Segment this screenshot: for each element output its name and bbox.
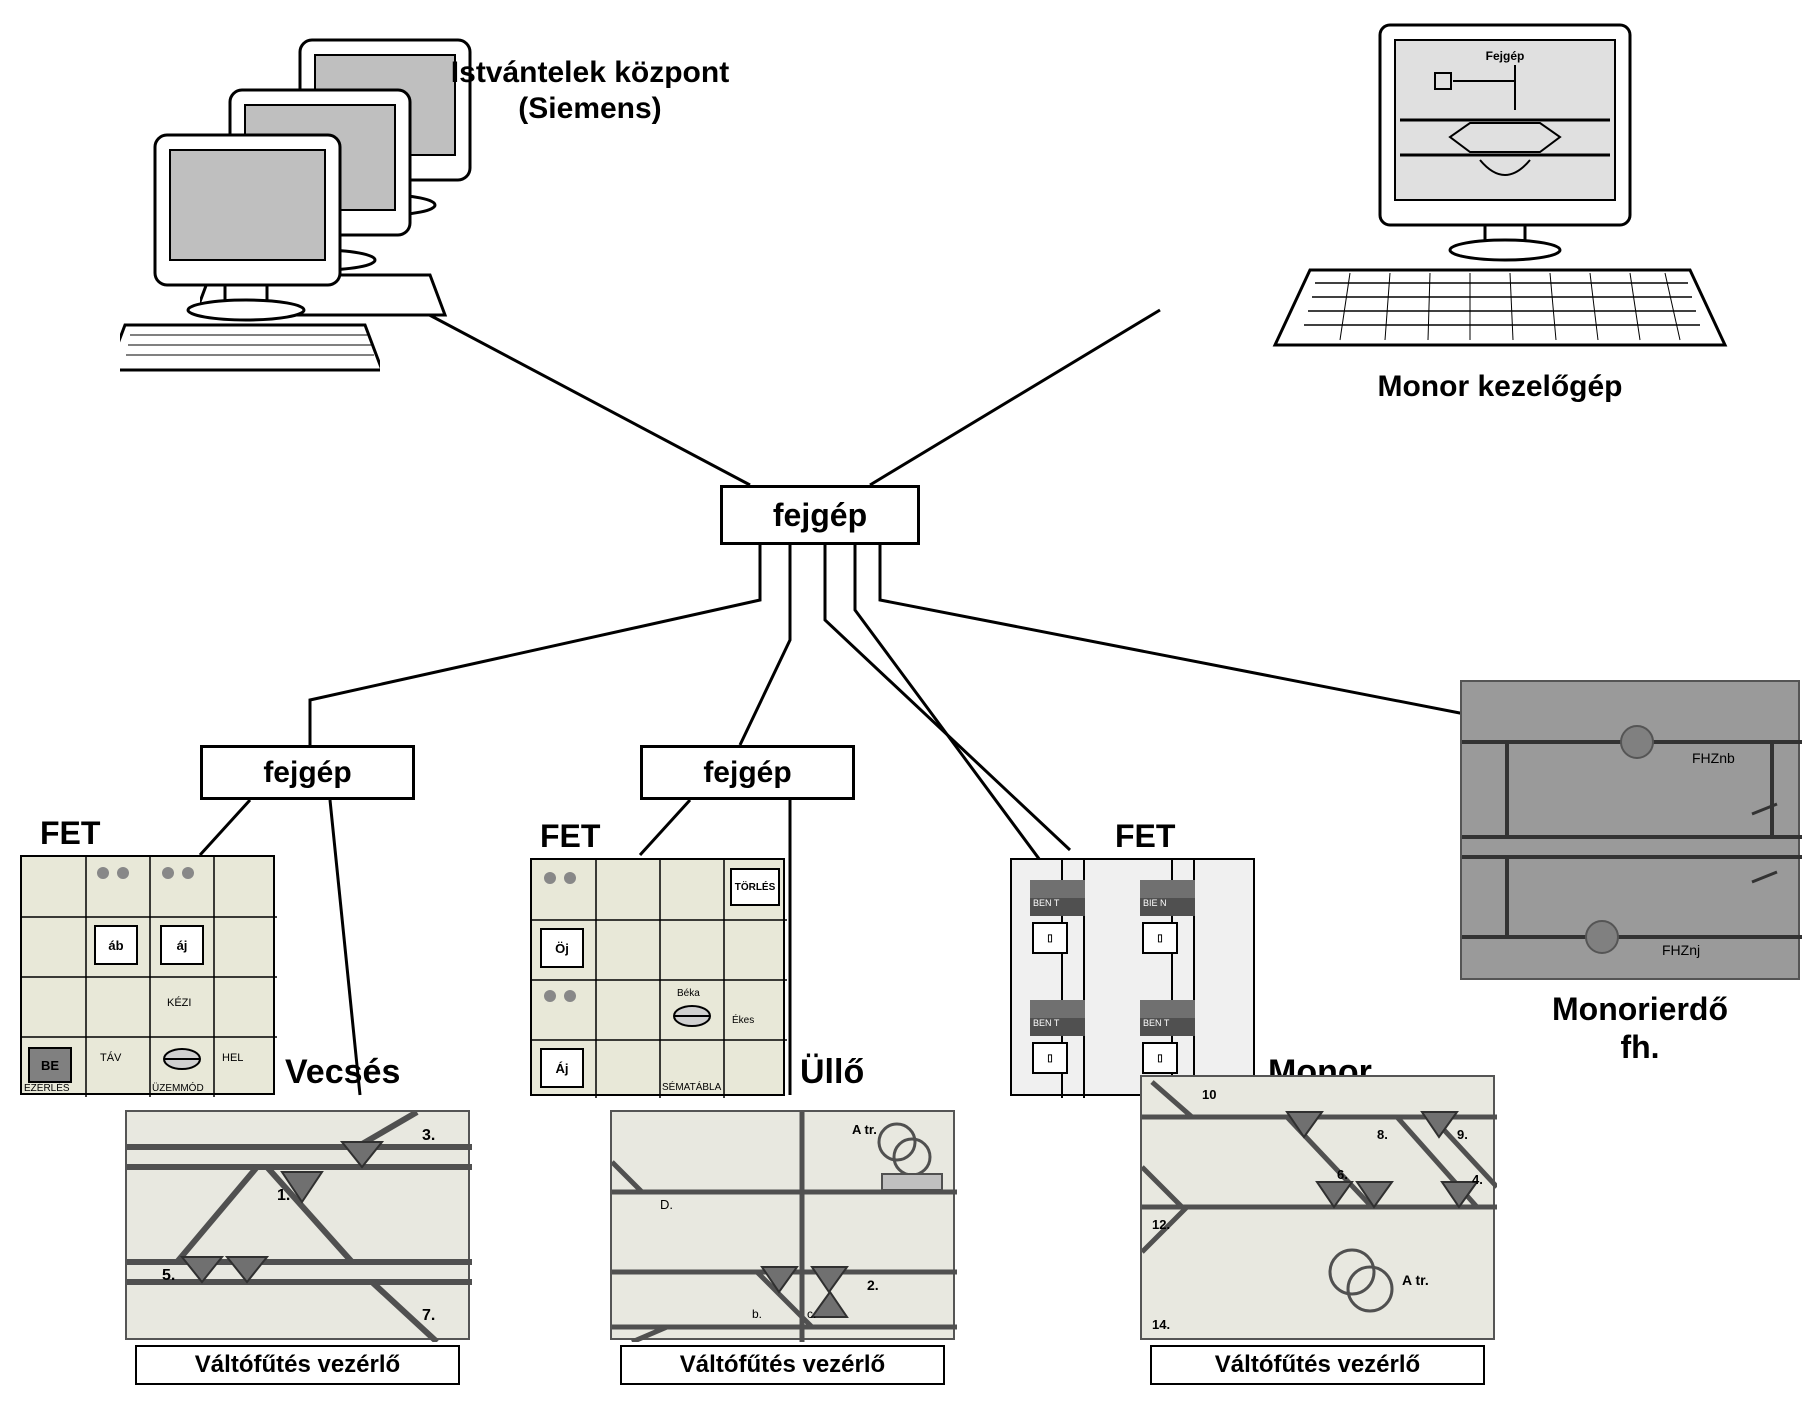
istvantelek-title-l1: Istvántelek központ [400,55,780,91]
fet-label-1: FET [40,815,100,852]
sub-left-fejgep-box: fejgép [200,745,415,800]
fet1-btn-ab[interactable]: áb [94,925,138,965]
t2-nD: D. [660,1197,673,1212]
fet1-lbl-hel: HEL [222,1052,243,1064]
fet2-btn-aj[interactable]: Áj [540,1048,584,1088]
monorierdo-lbl-top: FHZnb [1692,750,1735,766]
fet1-lbl-tav: TÁV [100,1052,121,1064]
fet2-btn-torles[interactable]: TÖRLÉS [730,868,780,906]
track-caption-ullo: Váltófűtés vezérlő [620,1345,945,1385]
fet3-btn-2[interactable]: ▯ [1142,922,1178,954]
istvantelek-title: Istvántelek központ (Siemens) [400,55,780,127]
fet-panel-ullo: TÖRLÉS Öj Béka Ékes Áj SÉMATÁBLA [530,858,785,1096]
t1-n1: 1. [277,1187,290,1205]
t3-n8: 8. [1377,1127,1388,1142]
fet1-btn-aj[interactable]: áj [160,925,204,965]
istvantelek-title-l2: (Siemens) [400,91,780,127]
t3-n10: 10 [1202,1087,1216,1102]
fet2-lbl-ekes: Ékes [732,1015,754,1026]
t3-n4: 4. [1472,1172,1483,1187]
fet1-btn-be[interactable]: BE [28,1047,72,1083]
fet-panel-vecses: áb áj KÉZI TÁV HEL BE EZÉRLÉS ÜZEMMÓD [20,855,275,1095]
t1-n5: 5. [162,1267,175,1285]
fet-panel-monor: BEN T BIE N ▯ ▯ BEN T BEN T ▯ ▯ [1010,858,1255,1096]
fet3-btn-4[interactable]: ▯ [1142,1042,1178,1074]
fet-label-3: FET [1115,818,1175,855]
fet2-lbl-beka: Béka [677,988,700,999]
t3-n14: 14. [1152,1317,1170,1332]
station-ullo: Üllő [800,1053,864,1092]
t2-nB: b. [752,1307,762,1321]
t2-n2: 2. [867,1277,879,1293]
fet1-lbl-ezerles: EZÉRLÉS [24,1083,70,1094]
fet-label-2: FET [540,818,600,855]
t1-n3: 3. [422,1127,435,1145]
sub-left-fejgep-label: fejgép [263,756,351,790]
station-vecses: Vecsés [285,1053,400,1092]
t2-nA: A tr. [852,1122,877,1137]
t1-n7: 7. [422,1307,435,1325]
t2-nC: c. [807,1307,816,1321]
fet2-lbl-sematabla: SÉMATÁBLA [662,1082,721,1093]
hub-fejgep-box: fejgép [720,485,920,545]
station-monorierdo: Monorierdő fh. [1500,990,1780,1066]
monor-terminal-title: Monor kezelőgép [1310,370,1690,404]
svg-text:Fejgép: Fejgép [1486,49,1525,63]
fet1-lbl-uzemmod: ÜZEMMÓD [152,1083,204,1094]
monor-terminal: Fejgép [1270,15,1730,355]
track-panel-monor: 10 8. 9. 6. 4. 12. 14. A tr. [1140,1075,1495,1340]
track-panel-ullo: A tr. D. 2. b. c. [610,1110,955,1340]
monorierdo-lbl-bot: FHZnj [1662,942,1700,958]
sub-mid-fejgep-box: fejgép [640,745,855,800]
track-caption-monor: Váltófűtés vezérlő [1150,1345,1485,1385]
track-panel-vecses: 3. 1. 5. 7. [125,1110,470,1340]
t3-nA: A tr. [1402,1272,1429,1288]
fet1-lbl-kezi: KÉZI [167,997,191,1009]
sub-mid-fejgep-label: fejgép [703,756,791,790]
t3-n9: 9. [1457,1127,1468,1142]
fet2-btn-oj[interactable]: Öj [540,928,584,968]
track-caption-vecses: Váltófűtés vezérlő [135,1345,460,1385]
t3-n12: 12. [1152,1217,1170,1232]
hub-fejgep-label: fejgép [773,497,867,534]
fet3-btn-3[interactable]: ▯ [1032,1042,1068,1074]
t3-n6: 6. [1337,1167,1348,1182]
monorierdo-panel: FHZnb FHZnj [1460,680,1800,980]
fet3-btn-1[interactable]: ▯ [1032,922,1068,954]
